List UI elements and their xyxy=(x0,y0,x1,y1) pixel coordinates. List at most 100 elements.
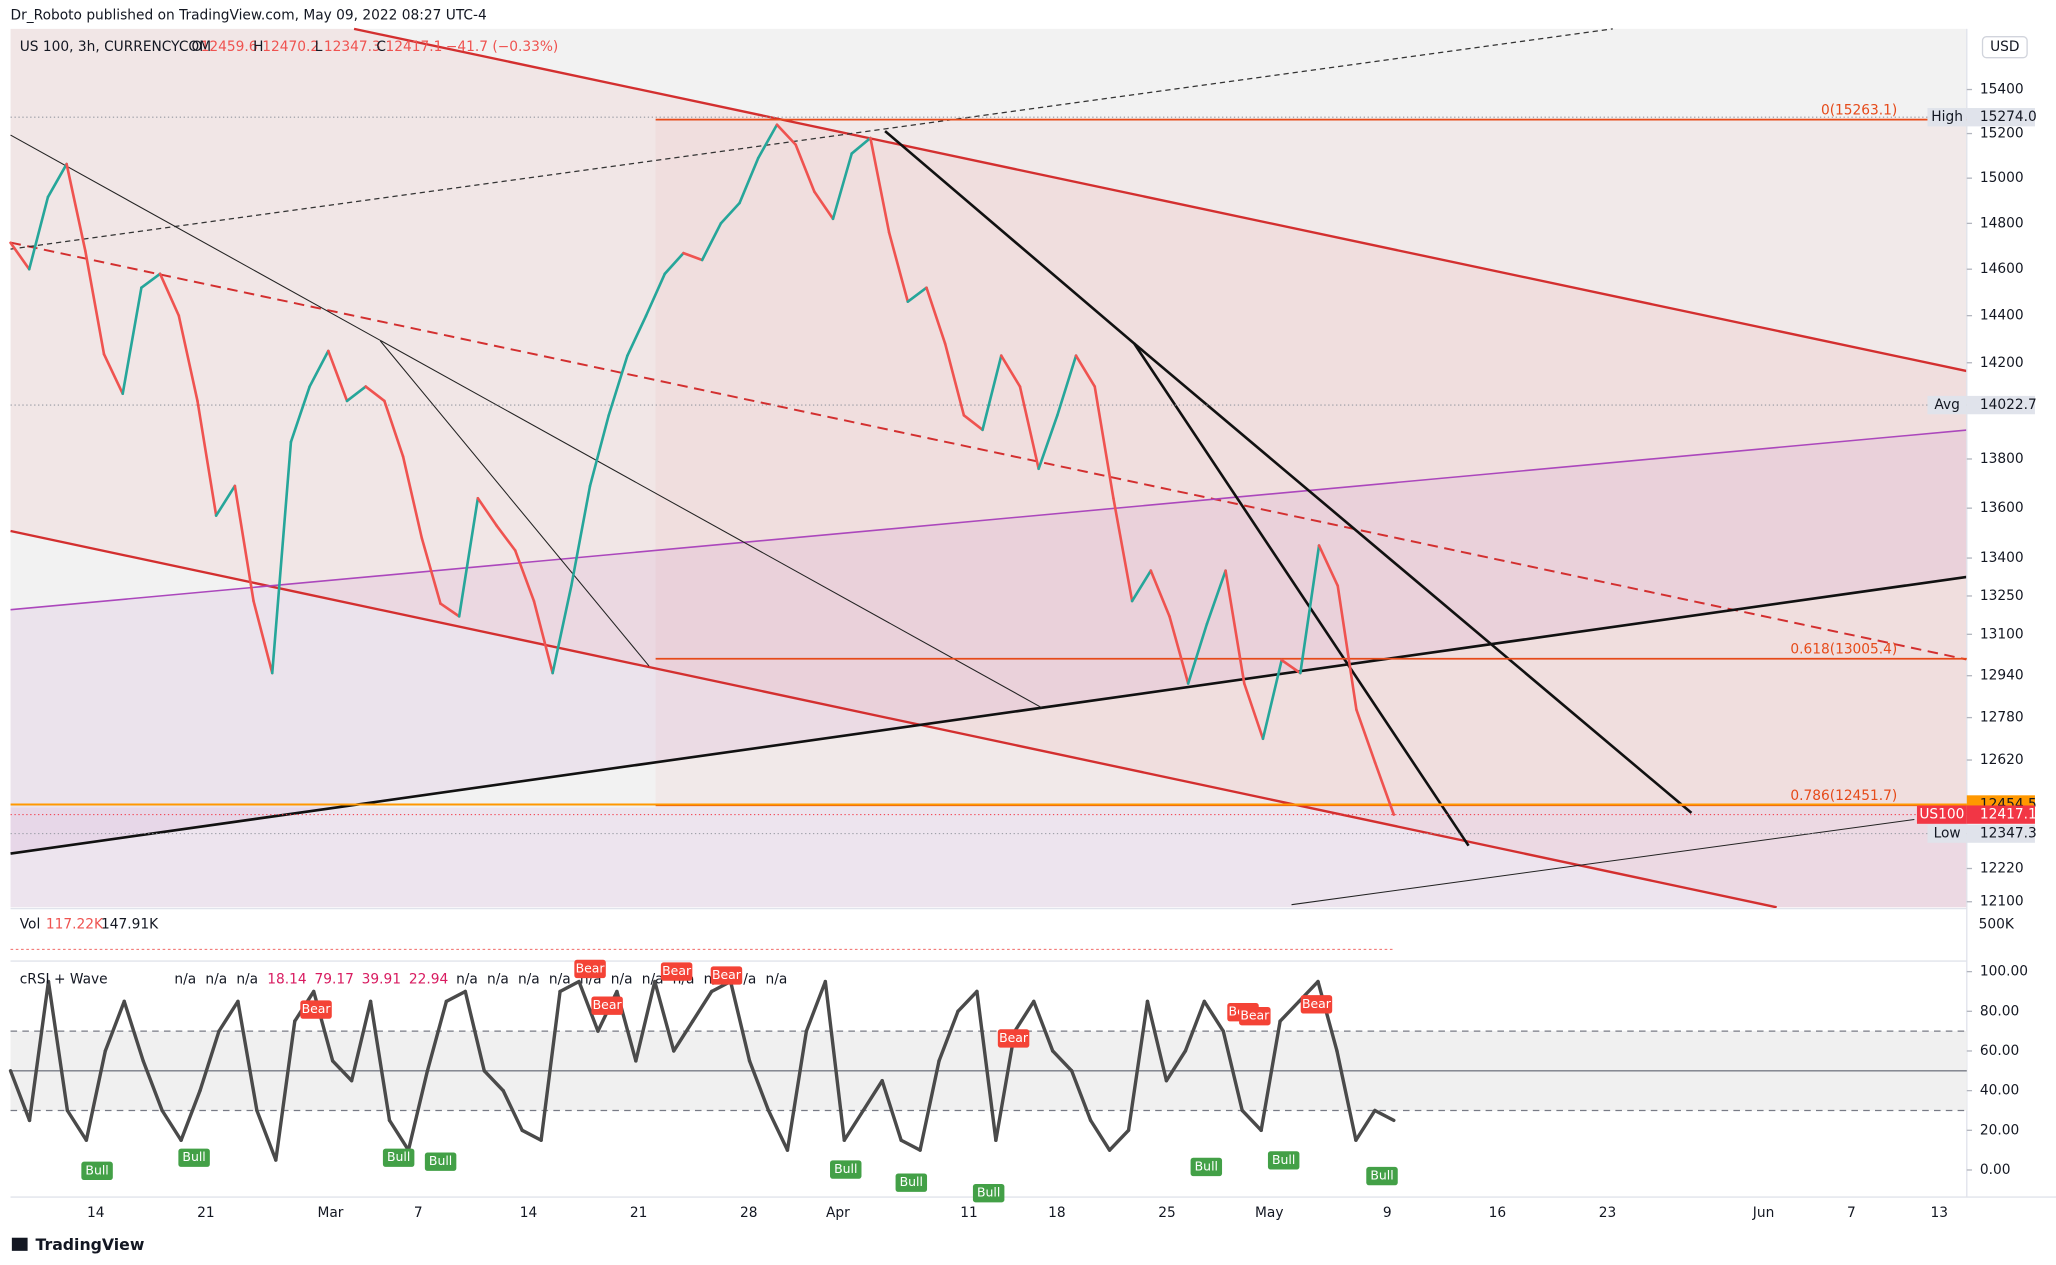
crsi-readout: n/a xyxy=(236,971,258,987)
signal-label: Bear xyxy=(576,960,606,975)
price-name: Low xyxy=(1934,826,1961,842)
series-segment xyxy=(1130,569,1153,603)
crsi-readout: n/a xyxy=(549,971,571,987)
series-segment xyxy=(9,241,31,271)
x-tick-label: 28 xyxy=(740,1205,758,1221)
series-segment xyxy=(27,979,51,1123)
ohlc-value: 12417.1 xyxy=(386,39,443,55)
crsi-readout: n/a xyxy=(642,971,664,987)
series-segment xyxy=(425,999,449,1073)
x-tick-label: 14 xyxy=(520,1205,538,1221)
series-segment xyxy=(179,1088,202,1142)
y-tick-label: 12620 xyxy=(1980,752,2024,768)
series-segment xyxy=(141,1059,164,1113)
signal-tag xyxy=(710,966,743,985)
thin-line xyxy=(1291,818,1915,906)
series-segment xyxy=(558,979,581,994)
y-tick-label: 40.00 xyxy=(1980,1083,2019,1099)
signal-label: Bear xyxy=(999,1030,1029,1045)
signal-label: Bear xyxy=(712,967,742,982)
series-segment xyxy=(804,979,828,1033)
series-segment xyxy=(756,123,779,160)
series-segment xyxy=(962,414,984,432)
crsi-readout: n/a xyxy=(487,971,509,987)
x-tick-label: Jun xyxy=(1752,1205,1774,1221)
last-price: 12417.1 xyxy=(1980,807,2037,823)
x-tick-label: 21 xyxy=(630,1205,648,1221)
signal-label: Bull xyxy=(429,1153,452,1168)
signal-tag xyxy=(178,1148,210,1167)
series-segment xyxy=(577,979,600,1033)
x-tick-label: 9 xyxy=(1383,1205,1392,1221)
purple-line xyxy=(10,429,1967,611)
crsi-readout: 39.91 xyxy=(362,971,401,987)
signal-label: Bull xyxy=(1272,1152,1295,1167)
series-segment xyxy=(345,385,368,403)
y-tick-label: 0.00 xyxy=(1980,1162,2011,1178)
y-tick-label: 60.00 xyxy=(1980,1043,2019,1059)
series-segment xyxy=(1112,496,1134,603)
signal-label: Bull xyxy=(834,1161,857,1176)
crsi-readout: n/a xyxy=(456,971,478,987)
series-segment xyxy=(383,399,405,458)
price-name-box xyxy=(1927,824,1967,843)
series-segment xyxy=(236,999,259,1113)
series-segment xyxy=(122,999,145,1063)
crsi-readout: n/a xyxy=(205,971,227,987)
series-segment xyxy=(672,1019,695,1053)
series-segment xyxy=(401,455,424,540)
y-tick-label: 12100 xyxy=(1980,894,2024,910)
dashed-line xyxy=(10,28,1613,250)
series-segment xyxy=(327,349,349,403)
header: Dr_Roboto published on TradingView.com, … xyxy=(11,8,487,24)
support-line xyxy=(10,575,1967,855)
series-segment xyxy=(588,414,611,488)
channel-fill xyxy=(10,28,1967,908)
signal-tag xyxy=(1300,995,1333,1014)
currency-box xyxy=(1981,36,2028,59)
y-tick-label: 14800 xyxy=(1980,215,2024,231)
volume-readout: 147.91K xyxy=(101,916,159,932)
series-segment xyxy=(1037,414,1059,471)
series-segment xyxy=(1299,544,1321,675)
signal-tag xyxy=(1267,1151,1300,1170)
series-segment xyxy=(823,979,846,1142)
series-segment xyxy=(1240,1108,1263,1133)
price-label: 15274.0 xyxy=(1980,109,2037,125)
series-segment xyxy=(1088,1118,1112,1152)
y-tick-label: 13600 xyxy=(1980,500,2024,516)
y-tick-label: 100.00 xyxy=(1980,964,2028,980)
series-segment xyxy=(252,599,274,675)
series-segment xyxy=(943,342,966,417)
series-segment xyxy=(513,549,536,603)
crsi-readout: n/a xyxy=(518,971,540,987)
series-segment xyxy=(1336,584,1358,712)
series-segment xyxy=(1056,354,1078,417)
series-segment xyxy=(1373,761,1396,816)
wedge-fill xyxy=(10,430,1967,854)
signal-label: Bear xyxy=(593,997,623,1012)
series-segment xyxy=(196,399,218,517)
x-tick-label: 25 xyxy=(1158,1205,1176,1221)
series-segment xyxy=(880,1079,903,1142)
series-segment xyxy=(1149,569,1171,618)
series-segment xyxy=(520,1128,543,1142)
pane-background xyxy=(10,28,1967,908)
series-segment xyxy=(406,1069,430,1152)
y-tick-label: 15200 xyxy=(1980,126,2024,142)
change: −41.7 (−0.33%) xyxy=(446,39,558,55)
crsi-readout: n/a xyxy=(766,971,788,987)
crsi-readout: 22.94 xyxy=(409,971,448,987)
x-tick-label: 23 xyxy=(1599,1205,1617,1221)
series-segment xyxy=(532,599,554,675)
series-segment xyxy=(1145,999,1169,1083)
series-segment xyxy=(158,272,181,317)
signal-label: Bear xyxy=(302,1001,332,1016)
y-tick-label: 13250 xyxy=(1980,588,2024,604)
series-segment xyxy=(887,231,910,303)
series-segment xyxy=(1242,682,1265,741)
price-name: Avg xyxy=(1934,397,1959,413)
series-segment xyxy=(198,1029,221,1093)
series-segment xyxy=(925,286,947,346)
